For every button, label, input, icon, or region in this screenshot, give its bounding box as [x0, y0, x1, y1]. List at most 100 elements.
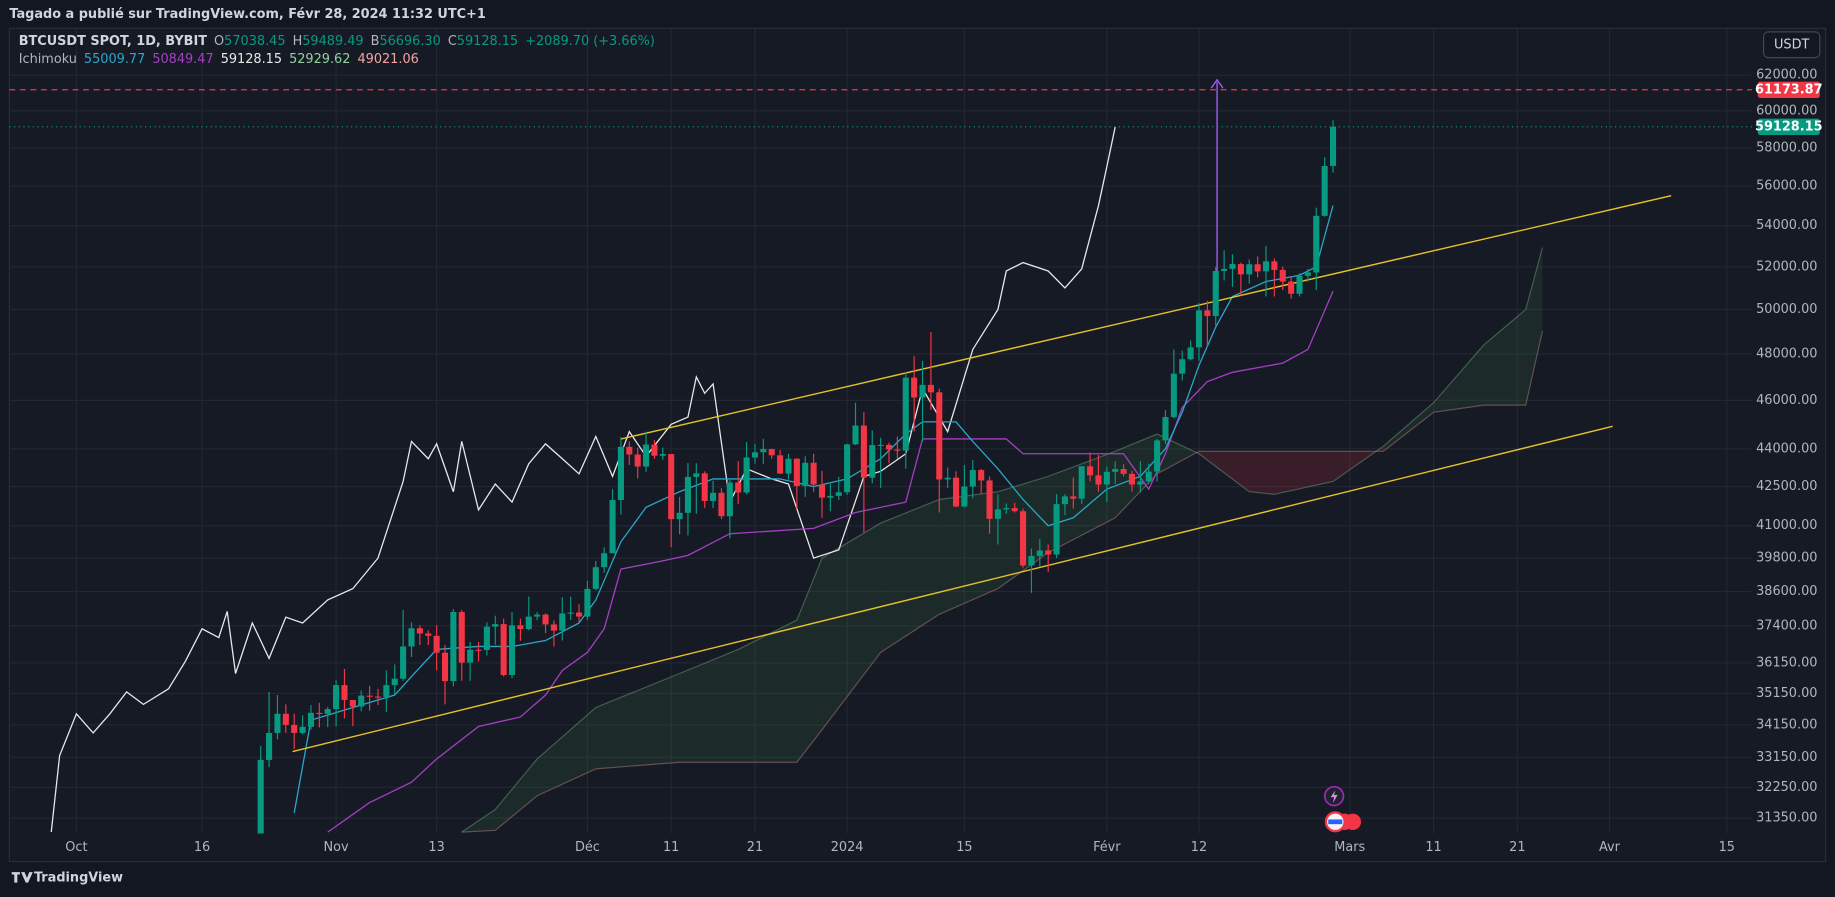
cloud-segment — [738, 620, 797, 763]
candle-body — [1313, 215, 1320, 273]
candle-body — [307, 712, 314, 727]
candle-body — [1036, 550, 1043, 556]
currency-button[interactable] — [1763, 31, 1821, 59]
candle-body — [508, 625, 516, 676]
candle-body — [969, 470, 976, 487]
axes: 31350.00 32250.00 33150.00 34150.00 35150.00… — [65, 68, 1817, 855]
candle-body — [827, 495, 834, 498]
alert-price-label: 61173.87 — [1755, 82, 1823, 97]
cloud-segment — [939, 491, 998, 615]
candle-body — [1296, 275, 1303, 294]
candle-body — [366, 695, 373, 697]
y-tick-label: 32250.00 — [1756, 780, 1817, 795]
candle-body — [626, 446, 633, 455]
candle-body — [1078, 466, 1085, 499]
candle-body — [1212, 270, 1219, 317]
candle-body — [1187, 347, 1194, 360]
candle-body — [1179, 359, 1186, 374]
candle-body — [1237, 264, 1244, 275]
candle-body — [584, 588, 591, 617]
candle-body — [1087, 466, 1094, 476]
open-key: O — [214, 34, 224, 49]
upper-trendline — [620, 195, 1672, 440]
y-tick-label: 33150.00 — [1756, 750, 1817, 765]
candle-body — [400, 646, 407, 679]
cloud-segment — [595, 673, 680, 769]
y-tick-label: 42500.00 — [1756, 479, 1817, 494]
lower-trendline — [292, 425, 1613, 753]
candle-body — [877, 444, 884, 447]
candle-body — [793, 458, 800, 487]
cloud-segment — [1525, 247, 1543, 406]
y-tick-label: 39800.00 — [1756, 551, 1817, 566]
y-tick-label: 44000.00 — [1756, 441, 1817, 456]
x-tick-label: 15 — [1719, 840, 1735, 855]
candle-body — [349, 699, 356, 707]
y-tick-label: 62000.00 — [1756, 68, 1817, 83]
cloud-segment — [880, 499, 940, 653]
change-value: +2089.70 (+3.66%) — [525, 34, 655, 49]
x-tick-label: Févr — [1093, 840, 1121, 855]
candle-body — [391, 678, 398, 686]
low-key: B — [371, 34, 380, 49]
currency-label[interactable]: USDT — [1774, 37, 1809, 52]
y-tick-label: 54000.00 — [1756, 218, 1817, 233]
candle-body — [333, 685, 340, 710]
x-tick-label: Déc — [575, 840, 600, 855]
y-tick-label: 36150.00 — [1756, 655, 1817, 670]
candle-body — [844, 444, 851, 493]
candle-body — [927, 384, 934, 393]
candle-body — [1271, 261, 1278, 270]
candle-body — [291, 724, 298, 733]
close-key: C — [448, 34, 457, 49]
arrow-head — [1210, 78, 1224, 89]
candle-body — [743, 457, 750, 493]
candle-body — [542, 614, 549, 625]
chart-pane — [8, 27, 1827, 863]
candle-body — [1204, 310, 1211, 317]
candle-body — [1095, 475, 1102, 485]
indicator-legend: Ichimoku 55009.77 50849.47 59128.15 52929.62… — [19, 51, 419, 66]
candle-body — [416, 628, 423, 634]
candle-body — [441, 652, 449, 682]
candle-body — [860, 425, 867, 478]
candle-body — [550, 624, 557, 631]
candle-body — [1061, 496, 1068, 505]
candle-body — [726, 482, 733, 517]
ichimoku-cloud — [461, 247, 1543, 833]
candle-body — [534, 614, 541, 617]
drawings — [292, 78, 1672, 753]
candle-body — [1103, 471, 1110, 485]
candle-body — [1279, 269, 1286, 282]
candle-body — [902, 377, 909, 451]
x-tick-label: 16 — [194, 840, 210, 855]
candle-body — [1221, 268, 1228, 271]
candle-body — [802, 462, 809, 487]
cloud-segment — [1433, 344, 1484, 413]
indicator-value: 50849.47 — [152, 51, 213, 66]
indicator-value: 52929.62 — [289, 51, 350, 66]
candle-body — [500, 624, 507, 676]
x-tick-label: 12 — [1191, 840, 1207, 855]
y-tick-label: 60000.00 — [1756, 103, 1817, 118]
candle-body — [760, 449, 767, 453]
candle-body — [483, 626, 490, 651]
x-tick-label: Nov — [324, 840, 349, 855]
y-tick-label: 38600.00 — [1756, 584, 1817, 599]
cloud-segment — [1198, 451, 1250, 492]
x-tick-label: 11 — [1425, 840, 1441, 855]
candle-body — [1162, 417, 1169, 441]
candle-body — [676, 512, 683, 520]
candle-body — [710, 492, 717, 502]
candle-body — [425, 633, 432, 636]
candle-body — [282, 713, 289, 725]
candle-body — [458, 611, 465, 663]
candle-body — [944, 477, 951, 480]
symbol-legend: BTCUSDT SPOT, 1D, BYBIT O57038.45 H59489.4… — [19, 34, 655, 49]
y-tick-label: 50000.00 — [1756, 302, 1817, 317]
candle-body — [316, 712, 323, 715]
candle-body — [919, 384, 926, 398]
candle-body — [1120, 469, 1127, 474]
x-tick-label: 21 — [1509, 840, 1525, 855]
